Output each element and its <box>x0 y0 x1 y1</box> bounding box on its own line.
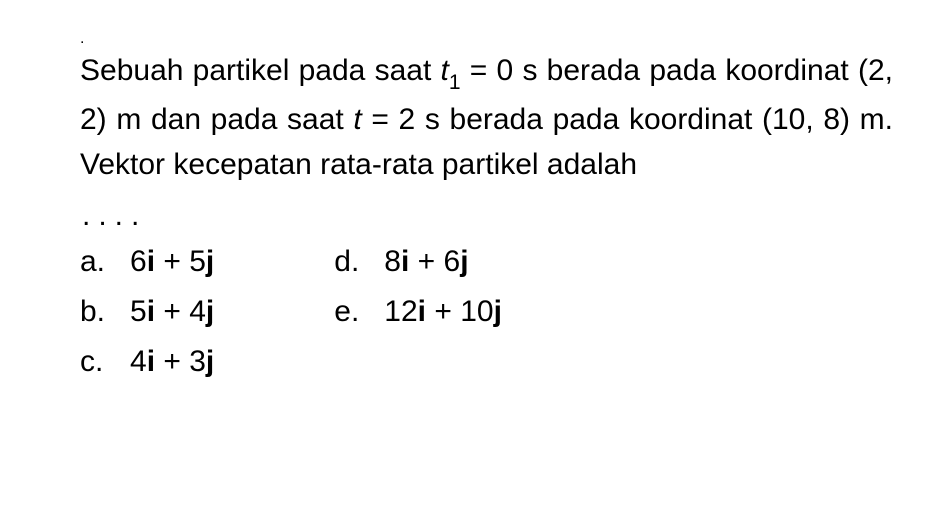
subscript-1: 1 <box>449 71 461 94</box>
coefficient: 6 <box>130 245 147 278</box>
option-e: e. 12i + 10j <box>334 291 502 333</box>
option-d: d. 8i + 6j <box>334 241 502 283</box>
options-column-left: a. 6i + 5j b. 5i + 4j c. 4i + 3j <box>80 241 214 383</box>
coefficient: 3 <box>189 345 206 378</box>
coefficient: 5 <box>189 245 206 278</box>
unit-i: i <box>418 295 426 328</box>
option-value: 12i + 10j <box>384 291 502 333</box>
coefficient: 8 <box>384 245 401 278</box>
unit-i: i <box>147 245 155 278</box>
question-text: Sebuah partikel pada saat t1 = 0 s berad… <box>80 48 893 187</box>
option-c: c. 4i + 3j <box>80 341 214 383</box>
unit-j: j <box>460 245 468 278</box>
unit-j: j <box>206 295 214 328</box>
unit-j: j <box>494 295 502 328</box>
option-value: 8i + 6j <box>384 241 468 283</box>
variable-t: t <box>441 54 449 87</box>
text-fragment: Vektor kecepatan rata-rata partikel adal… <box>80 148 637 181</box>
coefficient: 6 <box>444 245 461 278</box>
option-letter: c. <box>80 341 130 383</box>
bullet-dot: . <box>80 30 84 47</box>
options-container: a. 6i + 5j b. 5i + 4j c. 4i + 3j d. <box>80 241 893 383</box>
option-b: b. 5i + 4j <box>80 291 214 333</box>
question-block: . Sebuah partikel pada saat t1 = 0 s ber… <box>80 30 893 383</box>
unit-i: i <box>147 345 155 378</box>
option-value: 4i + 3j <box>130 341 214 383</box>
option-letter: d. <box>334 241 384 283</box>
coefficient: 4 <box>189 295 206 328</box>
text-fragment: Sebuah partikel pada saat <box>80 54 441 87</box>
text-fragment: = 2 s berada pada koordinat (10, 8) m. <box>362 103 893 136</box>
coefficient: 10 <box>460 295 493 328</box>
coefficient: 12 <box>384 295 417 328</box>
option-a: a. 6i + 5j <box>80 241 214 283</box>
coefficient: 5 <box>130 295 147 328</box>
variable-t: t <box>353 103 361 136</box>
unit-j: j <box>206 345 214 378</box>
unit-i: i <box>147 295 155 328</box>
text-fragment: = 0 s berada <box>461 54 641 87</box>
option-value: 6i + 5j <box>130 241 214 283</box>
unit-i: i <box>401 245 409 278</box>
unit-j: j <box>206 245 214 278</box>
option-letter: b. <box>80 291 130 333</box>
option-letter: a. <box>80 241 130 283</box>
coefficient: 4 <box>130 345 147 378</box>
option-letter: e. <box>334 291 384 333</box>
options-column-right: d. 8i + 6j e. 12i + 10j <box>334 241 502 383</box>
option-value: 5i + 4j <box>130 291 214 333</box>
ellipsis: .... <box>80 199 893 233</box>
